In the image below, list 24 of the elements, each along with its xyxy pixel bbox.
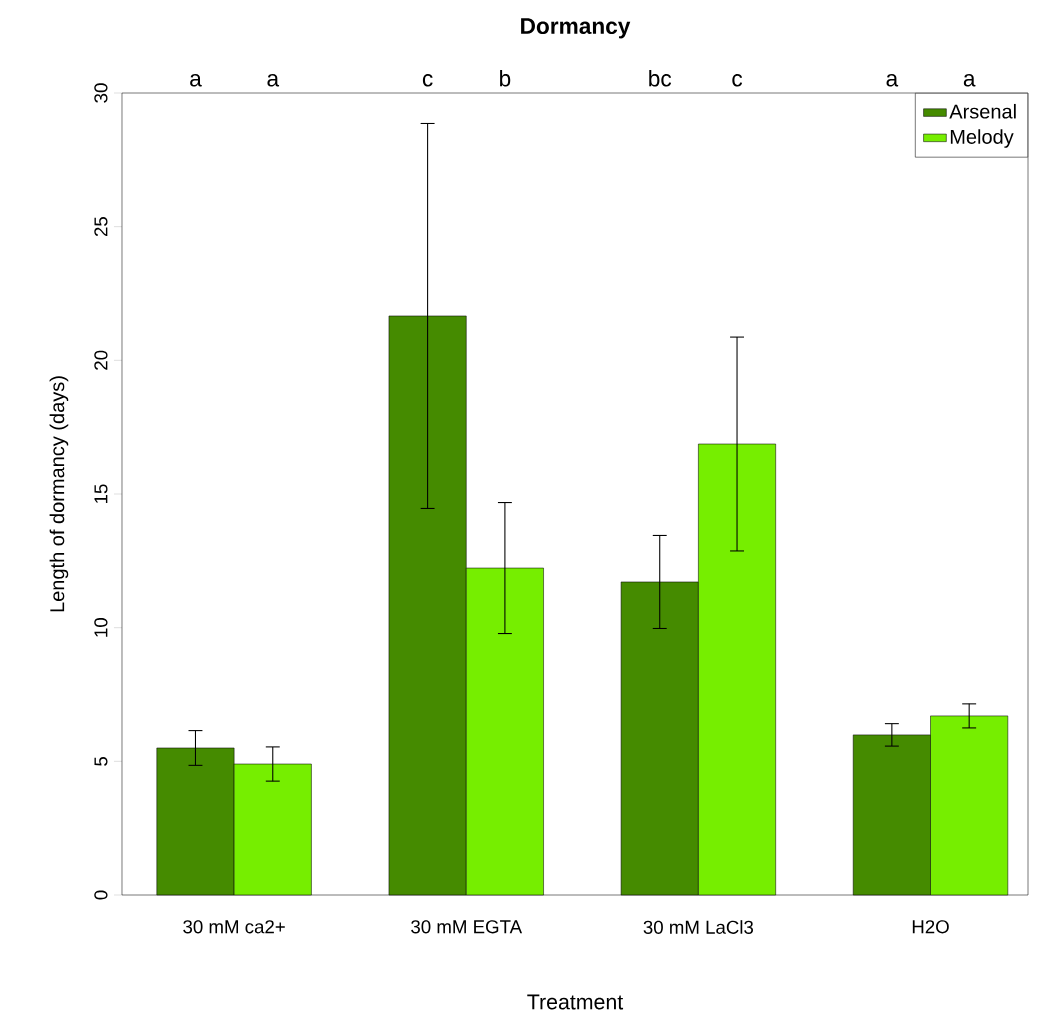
- y-tick-label: 0: [94, 890, 108, 900]
- text: b: [500, 69, 511, 87]
- y-tick-label: 20: [94, 350, 108, 370]
- y-axis-title: Length of dormancy (days): [49, 376, 69, 612]
- text: bc: [649, 69, 672, 87]
- y-tick-label: 10: [94, 618, 108, 637]
- text: a: [963, 74, 976, 87]
- chart-title: Dormancy: [521, 18, 631, 39]
- text: c: [422, 74, 433, 87]
- x-axis-title: Treatment: [527, 994, 624, 1010]
- text: c: [732, 74, 743, 87]
- text: a: [190, 74, 202, 87]
- text: a: [267, 74, 280, 87]
- y-tick-label: 25: [94, 217, 108, 237]
- x-tick-label: 30 mM ca2+: [183, 920, 285, 934]
- y-tick-label: 30: [94, 83, 108, 103]
- y-tick-label: 15: [94, 484, 108, 503]
- legend-label: Arsenal: [949, 103, 1016, 119]
- y-tick-label: 5: [94, 756, 108, 766]
- text: a: [886, 74, 899, 87]
- x-tick-label: 30 mM LaCl3: [643, 920, 754, 934]
- legend-label: Melody: [950, 129, 1014, 148]
- x-tick-label: 30 mM EGTA: [411, 920, 523, 934]
- x-tick-label: H2O: [912, 920, 949, 934]
